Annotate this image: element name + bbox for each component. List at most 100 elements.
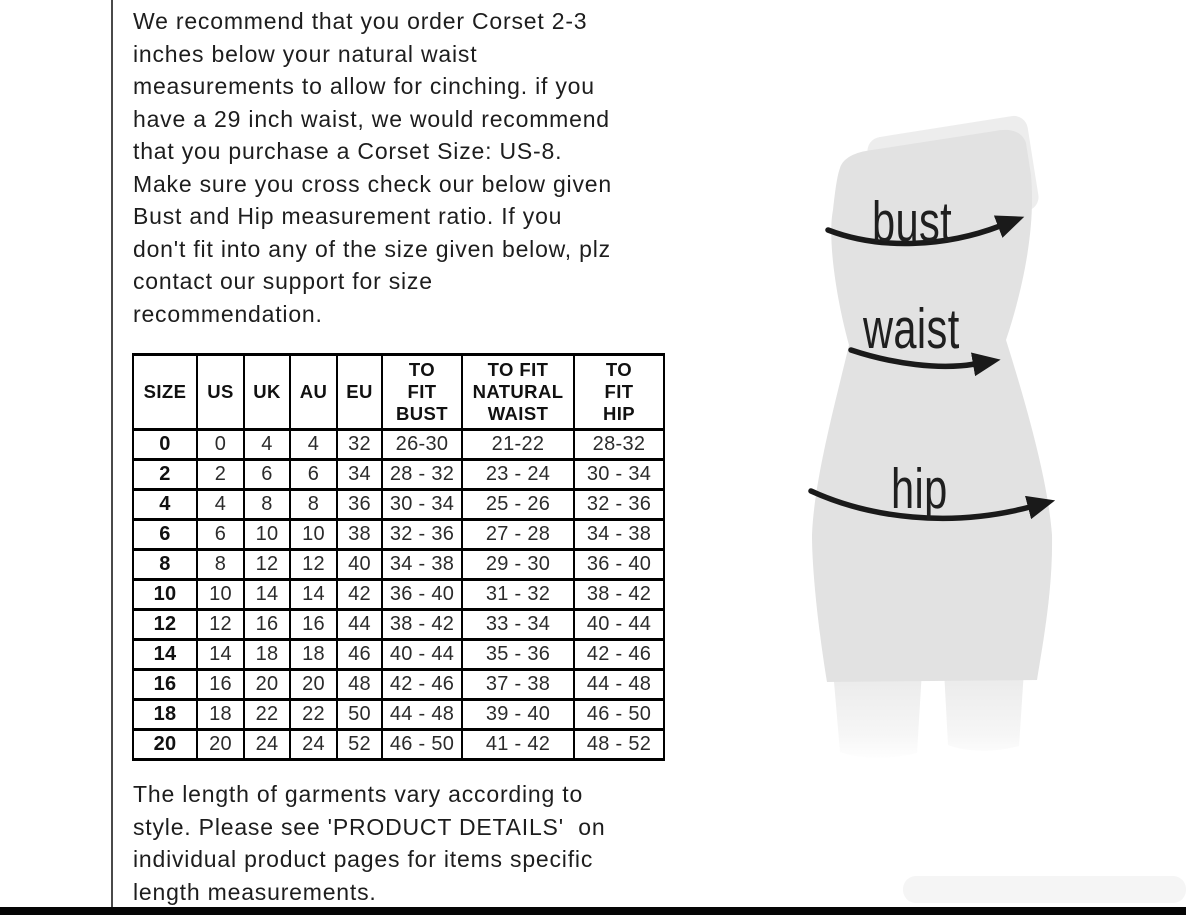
table-cell: 28 - 32: [381, 458, 463, 491]
table-cell: 27 - 28: [461, 518, 575, 551]
table-cell: 20: [196, 728, 245, 761]
size-cell: 18: [132, 698, 198, 731]
sizing-recommendation-text: We recommend that you order Corset 2-3 i…: [133, 8, 612, 327]
table-cell: 12: [243, 548, 291, 581]
table-cell: 34 - 38: [381, 548, 463, 581]
photo-shadow: [903, 876, 1186, 903]
table-row: 2 2 6 6 34 28 - 32 23 - 24 30 - 34: [132, 458, 665, 491]
table-cell: 36 - 40: [573, 548, 665, 581]
left-divider-line: [111, 0, 113, 907]
table-cell: 37 - 38: [461, 668, 575, 701]
table-cell: 42: [336, 578, 383, 611]
size-cell: 0: [132, 428, 198, 461]
header-row: SIZE US UK AU EU TO FIT BUST TO FIT NATURAL WA…: [132, 353, 665, 431]
table-cell: 50: [336, 698, 383, 731]
table-cell: 10: [196, 578, 245, 611]
table-cell: 23 - 24: [461, 458, 575, 491]
column-header: SIZE: [132, 353, 198, 431]
table-row: 10 10 14 14 42 36 - 40 31 - 32 38 - 42: [132, 578, 665, 611]
table-cell: 18: [243, 638, 291, 671]
table-cell: 36 - 40: [381, 578, 463, 611]
table-cell: 24: [243, 728, 291, 761]
table-cell: 26-30: [381, 428, 463, 461]
table-cell: 46 - 50: [381, 728, 463, 761]
table-cell: 28-32: [573, 428, 665, 461]
size-cell: 12: [132, 608, 198, 641]
body-silhouette: [812, 129, 1053, 682]
size-cell: 14: [132, 638, 198, 671]
size-cell: 2: [132, 458, 198, 491]
table-cell: 16: [196, 668, 245, 701]
table-cell: 38 - 42: [573, 578, 665, 611]
table-row: 6 6 10 10 38 32 - 36 27 - 28 34 - 38: [132, 518, 665, 551]
garment-length-note: The length of garments vary according to…: [133, 781, 606, 905]
table-row: 14 14 18 18 46 40 - 44 35 - 36 42 - 46: [132, 638, 665, 671]
size-cell: 8: [132, 548, 198, 581]
table-cell: 10: [289, 518, 338, 551]
table-cell: 4: [196, 488, 245, 521]
table-cell: 22: [243, 698, 291, 731]
table-cell: 22: [289, 698, 338, 731]
table-cell: 46 - 50: [573, 698, 665, 731]
waist-label: waist: [863, 297, 960, 361]
table-row: 20 20 24 24 52 46 - 50 41 - 42 48 - 52: [132, 728, 665, 761]
table-row: 8 8 12 12 40 34 - 38 29 - 30 36 - 40: [132, 548, 665, 581]
table-cell: 48 - 52: [573, 728, 665, 761]
table-cell: 42 - 46: [381, 668, 463, 701]
bottom-border-bar: [0, 907, 1186, 915]
table-cell: 20: [243, 668, 291, 701]
table-cell: 52: [336, 728, 383, 761]
table-cell: 38: [336, 518, 383, 551]
right-leg: [944, 670, 1024, 751]
table-cell: 12: [196, 608, 245, 641]
table-cell: 6: [289, 458, 338, 491]
table-cell: 44 - 48: [381, 698, 463, 731]
table-cell: 14: [243, 578, 291, 611]
table-cell: 32 - 36: [381, 518, 463, 551]
table-cell: 32 - 36: [573, 488, 665, 521]
table-cell: 4: [243, 428, 291, 461]
table-cell: 24: [289, 728, 338, 761]
column-header: TO FIT BUST: [381, 353, 463, 431]
table-cell: 36: [336, 488, 383, 521]
table-cell: 12: [289, 548, 338, 581]
table-cell: 31 - 32: [461, 578, 575, 611]
table-cell: 40 - 44: [381, 638, 463, 671]
table-cell: 0: [196, 428, 245, 461]
table-cell: 34 - 38: [573, 518, 665, 551]
table-cell: 16: [243, 608, 291, 641]
size-cell: 10: [132, 578, 198, 611]
column-header: TO FIT NATURAL WAIST: [461, 353, 575, 431]
table-cell: 8: [196, 548, 245, 581]
column-header: US: [196, 353, 245, 431]
size-cell: 4: [132, 488, 198, 521]
size-cell: 6: [132, 518, 198, 551]
table-cell: 30 - 34: [381, 488, 463, 521]
table-cell: 42 - 46: [573, 638, 665, 671]
table-cell: 41 - 42: [461, 728, 575, 761]
table-cell: 14: [289, 578, 338, 611]
table-cell: 39 - 40: [461, 698, 575, 731]
size-cell: 16: [132, 668, 198, 701]
table-cell: 14: [196, 638, 245, 671]
table-cell: 8: [243, 488, 291, 521]
table-cell: 20: [289, 668, 338, 701]
column-header: TO FIT HIP: [573, 353, 665, 431]
column-header: UK: [243, 353, 291, 431]
table-cell: 10: [243, 518, 291, 551]
waist-arrow: [848, 347, 1001, 377]
table-row: 4 4 8 8 36 30 - 34 25 - 26 32 - 36: [132, 488, 665, 521]
table-cell: 40 - 44: [573, 608, 665, 641]
table-cell: 18: [289, 638, 338, 671]
table-row: 18 18 22 22 50 44 - 48 39 - 40 46 - 50: [132, 698, 665, 731]
table-cell: 44: [336, 608, 383, 641]
table-cell: 2: [196, 458, 245, 491]
table-row: 0 0 4 4 32 26-30 21-22 28-32: [132, 428, 665, 461]
table-cell: 40: [336, 548, 383, 581]
column-header: AU: [289, 353, 338, 431]
table-cell: 48: [336, 668, 383, 701]
table-cell: 16: [289, 608, 338, 641]
size-chart-table: SIZE US UK AU EU TO FIT BUST TO FIT NATURAL WA…: [132, 353, 665, 761]
hip-label: hip: [891, 457, 948, 521]
